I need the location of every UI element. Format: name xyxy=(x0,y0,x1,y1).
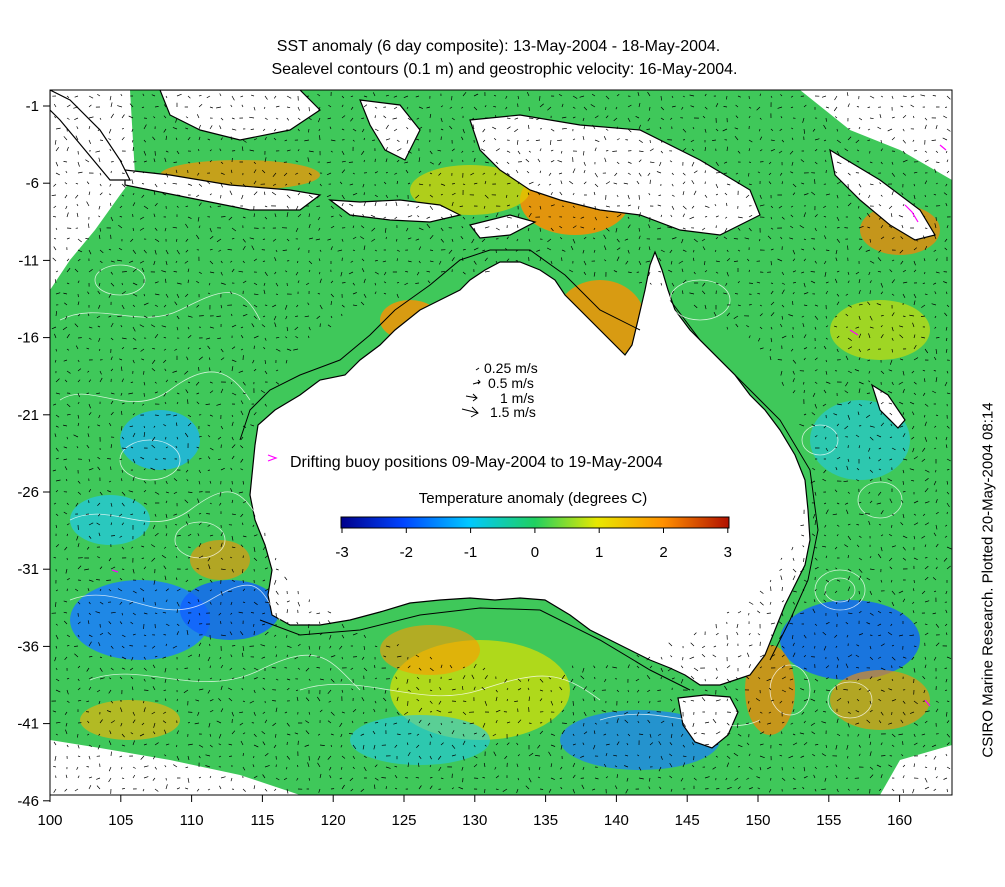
x-tick-label: 110 xyxy=(180,812,204,829)
buoy-legend-label: Drifting buoy positions 09-May-2004 to 1… xyxy=(290,454,663,471)
velocity-label-025: 0.25 m/s xyxy=(484,360,538,376)
colorbar: Temperature anomaly (degrees C) -3 -2 -1 0 1… xyxy=(335,490,732,561)
velocity-label-15: 1.5 m/s xyxy=(490,404,536,420)
australia-landmass xyxy=(249,250,811,686)
lesser-sunda xyxy=(328,199,462,223)
arrow-025-icon xyxy=(475,367,480,371)
y-tick-label: -21 xyxy=(17,407,39,424)
borneo-south xyxy=(159,90,321,141)
shelf-contour xyxy=(239,249,819,691)
timor xyxy=(468,214,537,239)
no-data-region-ne xyxy=(800,90,952,180)
x-tick-label: 155 xyxy=(816,812,841,829)
buoy-marker-icon xyxy=(267,454,278,462)
colorbar-tick-label: 3 xyxy=(724,544,732,561)
arrow-1-icon xyxy=(465,393,478,402)
new-caledonia xyxy=(870,383,906,429)
colorbar-tick-label: 1 xyxy=(595,544,603,561)
x-tick-label: 150 xyxy=(745,812,770,829)
tasmania xyxy=(677,694,739,749)
y-tick-label: -36 xyxy=(17,638,39,655)
x-tick-label: 140 xyxy=(604,812,629,829)
colorbar-tick-label: -3 xyxy=(335,544,348,561)
colorbar-title: Temperature anomaly (degrees C) xyxy=(419,490,647,507)
y-tick-label: -31 xyxy=(17,561,39,578)
buoy-tracks xyxy=(111,144,947,707)
x-tick-label: 125 xyxy=(391,812,416,829)
sealevel-contours xyxy=(59,264,903,727)
vector-arrows xyxy=(51,91,952,794)
java-island xyxy=(124,169,322,211)
sumatra xyxy=(50,90,131,181)
buoy-legend: Drifting buoy positions 09-May-2004 to 1… xyxy=(267,454,663,471)
arrow-15-icon xyxy=(461,406,479,418)
y-tick-label: -16 xyxy=(17,330,39,347)
map-title-line2: Sealevel contours (0.1 m) and geostrophi… xyxy=(271,61,738,78)
arrow-05-icon xyxy=(472,379,481,385)
y-tick-label: -11 xyxy=(18,252,39,269)
colorbar-tick-label: -2 xyxy=(400,544,413,561)
colorbar-tick-label: -1 xyxy=(464,544,477,561)
velocity-legend: 0.25 m/s 0.5 m/s 1 m/s 1.5 m/s xyxy=(461,360,538,420)
y-tick-label: -26 xyxy=(17,484,39,501)
colorbar-tick-label: 0 xyxy=(531,544,539,561)
velocity-vectors xyxy=(51,91,952,794)
colorbar-gradient xyxy=(340,516,730,529)
colorbar-ticks: -3 -2 -1 0 1 2 3 xyxy=(335,528,732,561)
y-axis: -1 -6 -11 -16 -21 -26 -31 -36 -41 -46 xyxy=(17,98,50,810)
no-data-region-nw xyxy=(50,90,135,290)
y-tick-label: -41 xyxy=(17,716,39,733)
sulawesi xyxy=(359,99,421,161)
x-tick-label: 105 xyxy=(108,812,133,829)
x-axis: 100 105 110 115 120 125 130 135 140 145 150 155 160 xyxy=(37,795,912,829)
plot-frame xyxy=(49,89,953,796)
x-tick-label: 145 xyxy=(675,812,700,829)
velocity-label-05: 0.5 m/s xyxy=(488,375,534,391)
y-tick-label: -46 xyxy=(17,793,39,810)
x-tick-label: 135 xyxy=(533,812,558,829)
velocity-label-1: 1 m/s xyxy=(500,390,534,406)
y-tick-label: -6 xyxy=(26,175,39,192)
plot-area xyxy=(50,90,952,795)
x-tick-label: 130 xyxy=(462,812,487,829)
map-title-line1: SST anomaly (6 day composite): 13-May-20… xyxy=(276,38,721,55)
x-tick-label: 120 xyxy=(321,812,346,829)
colorbar-tick-label: 2 xyxy=(659,544,667,561)
no-data-region-se xyxy=(880,745,952,795)
x-tick-label: 115 xyxy=(250,812,274,829)
y-tick-label: -1 xyxy=(26,98,39,115)
no-data-region-sw xyxy=(50,740,300,795)
x-tick-label: 160 xyxy=(887,812,912,829)
x-tick-label: 100 xyxy=(37,812,62,829)
